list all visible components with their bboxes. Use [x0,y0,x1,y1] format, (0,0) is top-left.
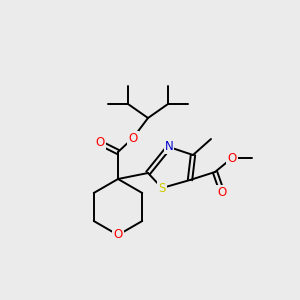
Text: O: O [218,185,226,199]
Text: N: N [165,140,173,154]
Text: S: S [158,182,166,194]
Text: O: O [95,136,105,149]
Text: O: O [227,152,237,164]
Text: O: O [128,131,138,145]
Text: O: O [113,229,123,242]
